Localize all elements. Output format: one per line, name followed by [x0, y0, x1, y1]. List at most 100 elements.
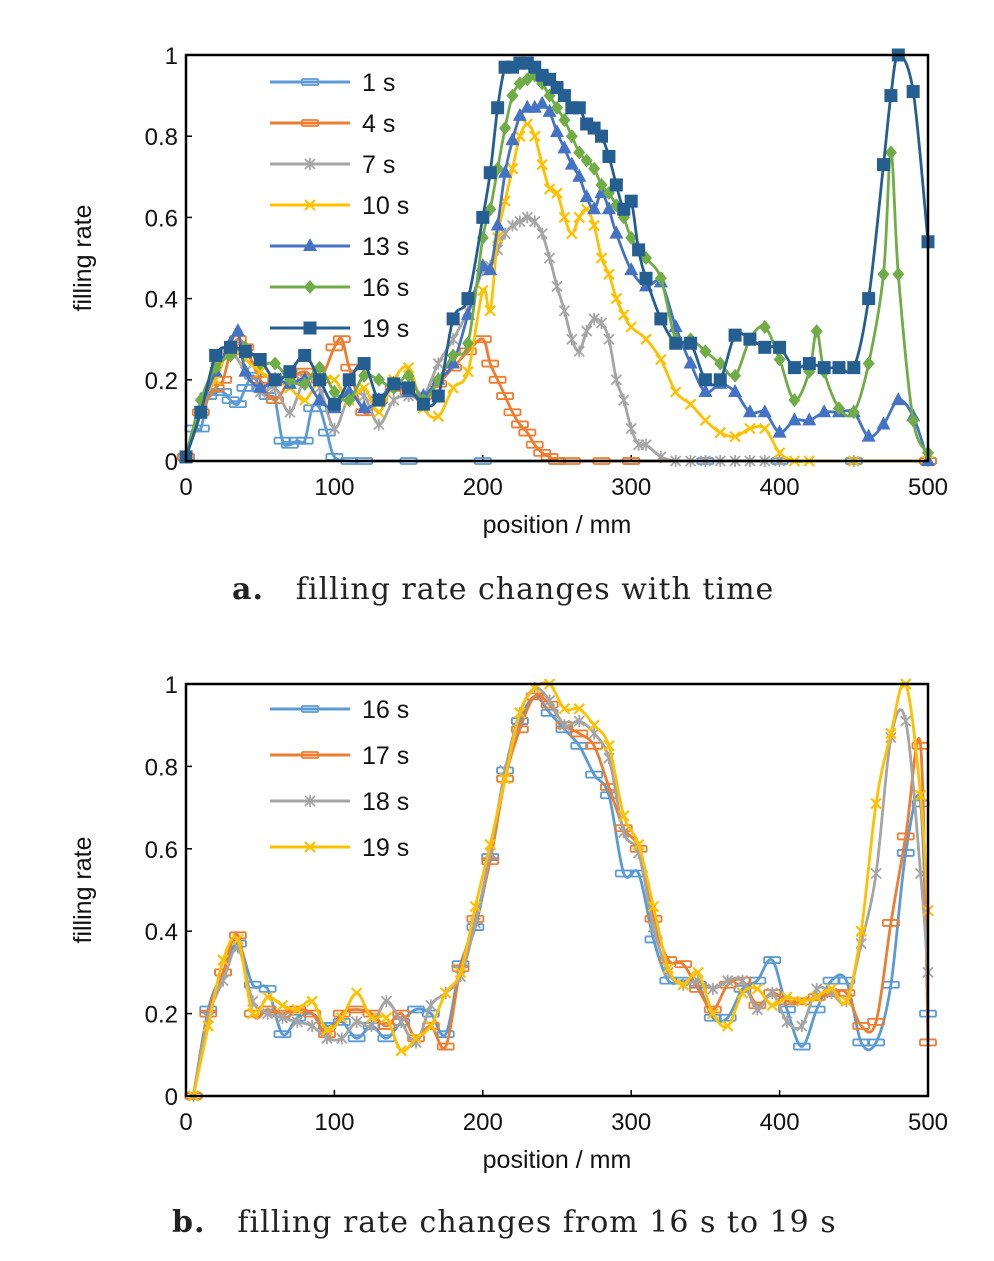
data-point — [298, 348, 312, 362]
data-point — [416, 397, 430, 411]
legend-label: 16 s — [362, 274, 409, 302]
data-point — [861, 428, 876, 442]
data-point — [698, 373, 712, 387]
data-point — [876, 158, 890, 172]
data-point — [603, 268, 615, 281]
data-point — [629, 869, 648, 878]
data-point — [884, 145, 897, 160]
legend-item: 13 s — [270, 233, 409, 261]
data-point — [288, 1005, 307, 1014]
x-tick-label: 200 — [463, 474, 503, 501]
data-point — [787, 412, 802, 426]
legend: 1 s 4 s 7 s 10 s 13 s 16 s 19 s — [270, 69, 409, 343]
data-point — [573, 715, 585, 728]
data-point — [640, 438, 652, 451]
data-point — [610, 373, 622, 386]
chart-b: 0 100 200 300 400 500 0 0.2 0.4 0.6 0.8 1 position /… — [69, 672, 948, 1174]
data-point — [496, 392, 514, 400]
data-point — [350, 987, 363, 999]
data-point — [742, 404, 757, 418]
data-point — [867, 1038, 885, 1047]
data-point — [503, 408, 522, 417]
data-point — [906, 85, 920, 99]
data-point — [291, 1015, 303, 1028]
data-point — [640, 333, 652, 345]
legend-item: 7 s — [270, 151, 395, 179]
data-point — [276, 999, 289, 1012]
data-point — [536, 158, 548, 171]
data-point — [298, 376, 311, 391]
data-point — [550, 124, 564, 138]
data-point — [766, 987, 778, 999]
data-point — [781, 991, 793, 1003]
data-point — [402, 368, 415, 383]
legend-marker — [304, 158, 316, 170]
data-point — [306, 1019, 318, 1032]
data-point — [744, 422, 756, 435]
y-tick-label: 0 — [165, 449, 178, 476]
data-point — [439, 987, 452, 999]
data-point — [461, 336, 474, 351]
data-point — [662, 962, 675, 975]
caption-b-text: filling rate changes from 16 s to 19 s — [237, 1205, 837, 1240]
data-point — [543, 694, 556, 707]
data-point — [892, 267, 905, 282]
data-point — [618, 309, 630, 321]
data-point — [269, 356, 282, 371]
data-point — [699, 344, 712, 359]
data-point — [232, 933, 244, 946]
data-point — [340, 457, 359, 465]
data-point — [882, 980, 900, 989]
legend: 16 s 17 s 18 s 19 s — [270, 696, 409, 862]
data-point — [542, 103, 557, 117]
data-point — [373, 418, 385, 431]
data-point — [511, 420, 529, 429]
data-point — [882, 919, 900, 927]
data-point — [365, 1011, 378, 1024]
data-point — [357, 400, 372, 414]
legend-item: 18 s — [270, 788, 409, 816]
data-point — [585, 741, 603, 750]
legend-marker — [301, 751, 319, 759]
data-point — [432, 357, 444, 370]
data-point — [729, 368, 742, 383]
data-point — [566, 333, 578, 346]
y-tick-label: 0.2 — [145, 368, 178, 395]
data-point — [407, 1005, 425, 1014]
data-point — [511, 725, 529, 734]
data-point — [380, 995, 392, 1008]
data-point — [355, 457, 373, 465]
legend-label: 10 s — [362, 192, 409, 220]
data-point — [258, 984, 277, 993]
data-point — [395, 1044, 407, 1057]
data-point — [595, 252, 608, 264]
data-point — [588, 719, 600, 731]
data-point — [421, 1022, 440, 1030]
data-point — [229, 400, 247, 409]
caption-a-letter: a. — [232, 572, 264, 607]
data-point — [870, 797, 882, 810]
data-point — [674, 960, 693, 969]
data-point — [202, 1020, 215, 1032]
x-tick-label: 0 — [179, 474, 192, 501]
data-point — [481, 359, 500, 368]
data-point — [609, 178, 623, 192]
data-point — [847, 405, 860, 420]
data-point — [625, 321, 637, 333]
data-point — [436, 1042, 455, 1051]
plot-frame — [184, 682, 930, 1098]
legend-marker — [304, 280, 316, 294]
data-point — [536, 227, 548, 240]
data-point — [373, 406, 385, 419]
y-tick-label: 0.8 — [145, 754, 178, 781]
legend-label: 18 s — [362, 788, 409, 816]
data-point — [295, 436, 314, 445]
data-point — [896, 832, 915, 841]
data-point — [521, 211, 533, 224]
data-point — [781, 1015, 793, 1028]
data-point — [714, 356, 727, 371]
data-point — [677, 978, 689, 991]
data-point — [625, 230, 638, 245]
data-point — [757, 404, 772, 418]
